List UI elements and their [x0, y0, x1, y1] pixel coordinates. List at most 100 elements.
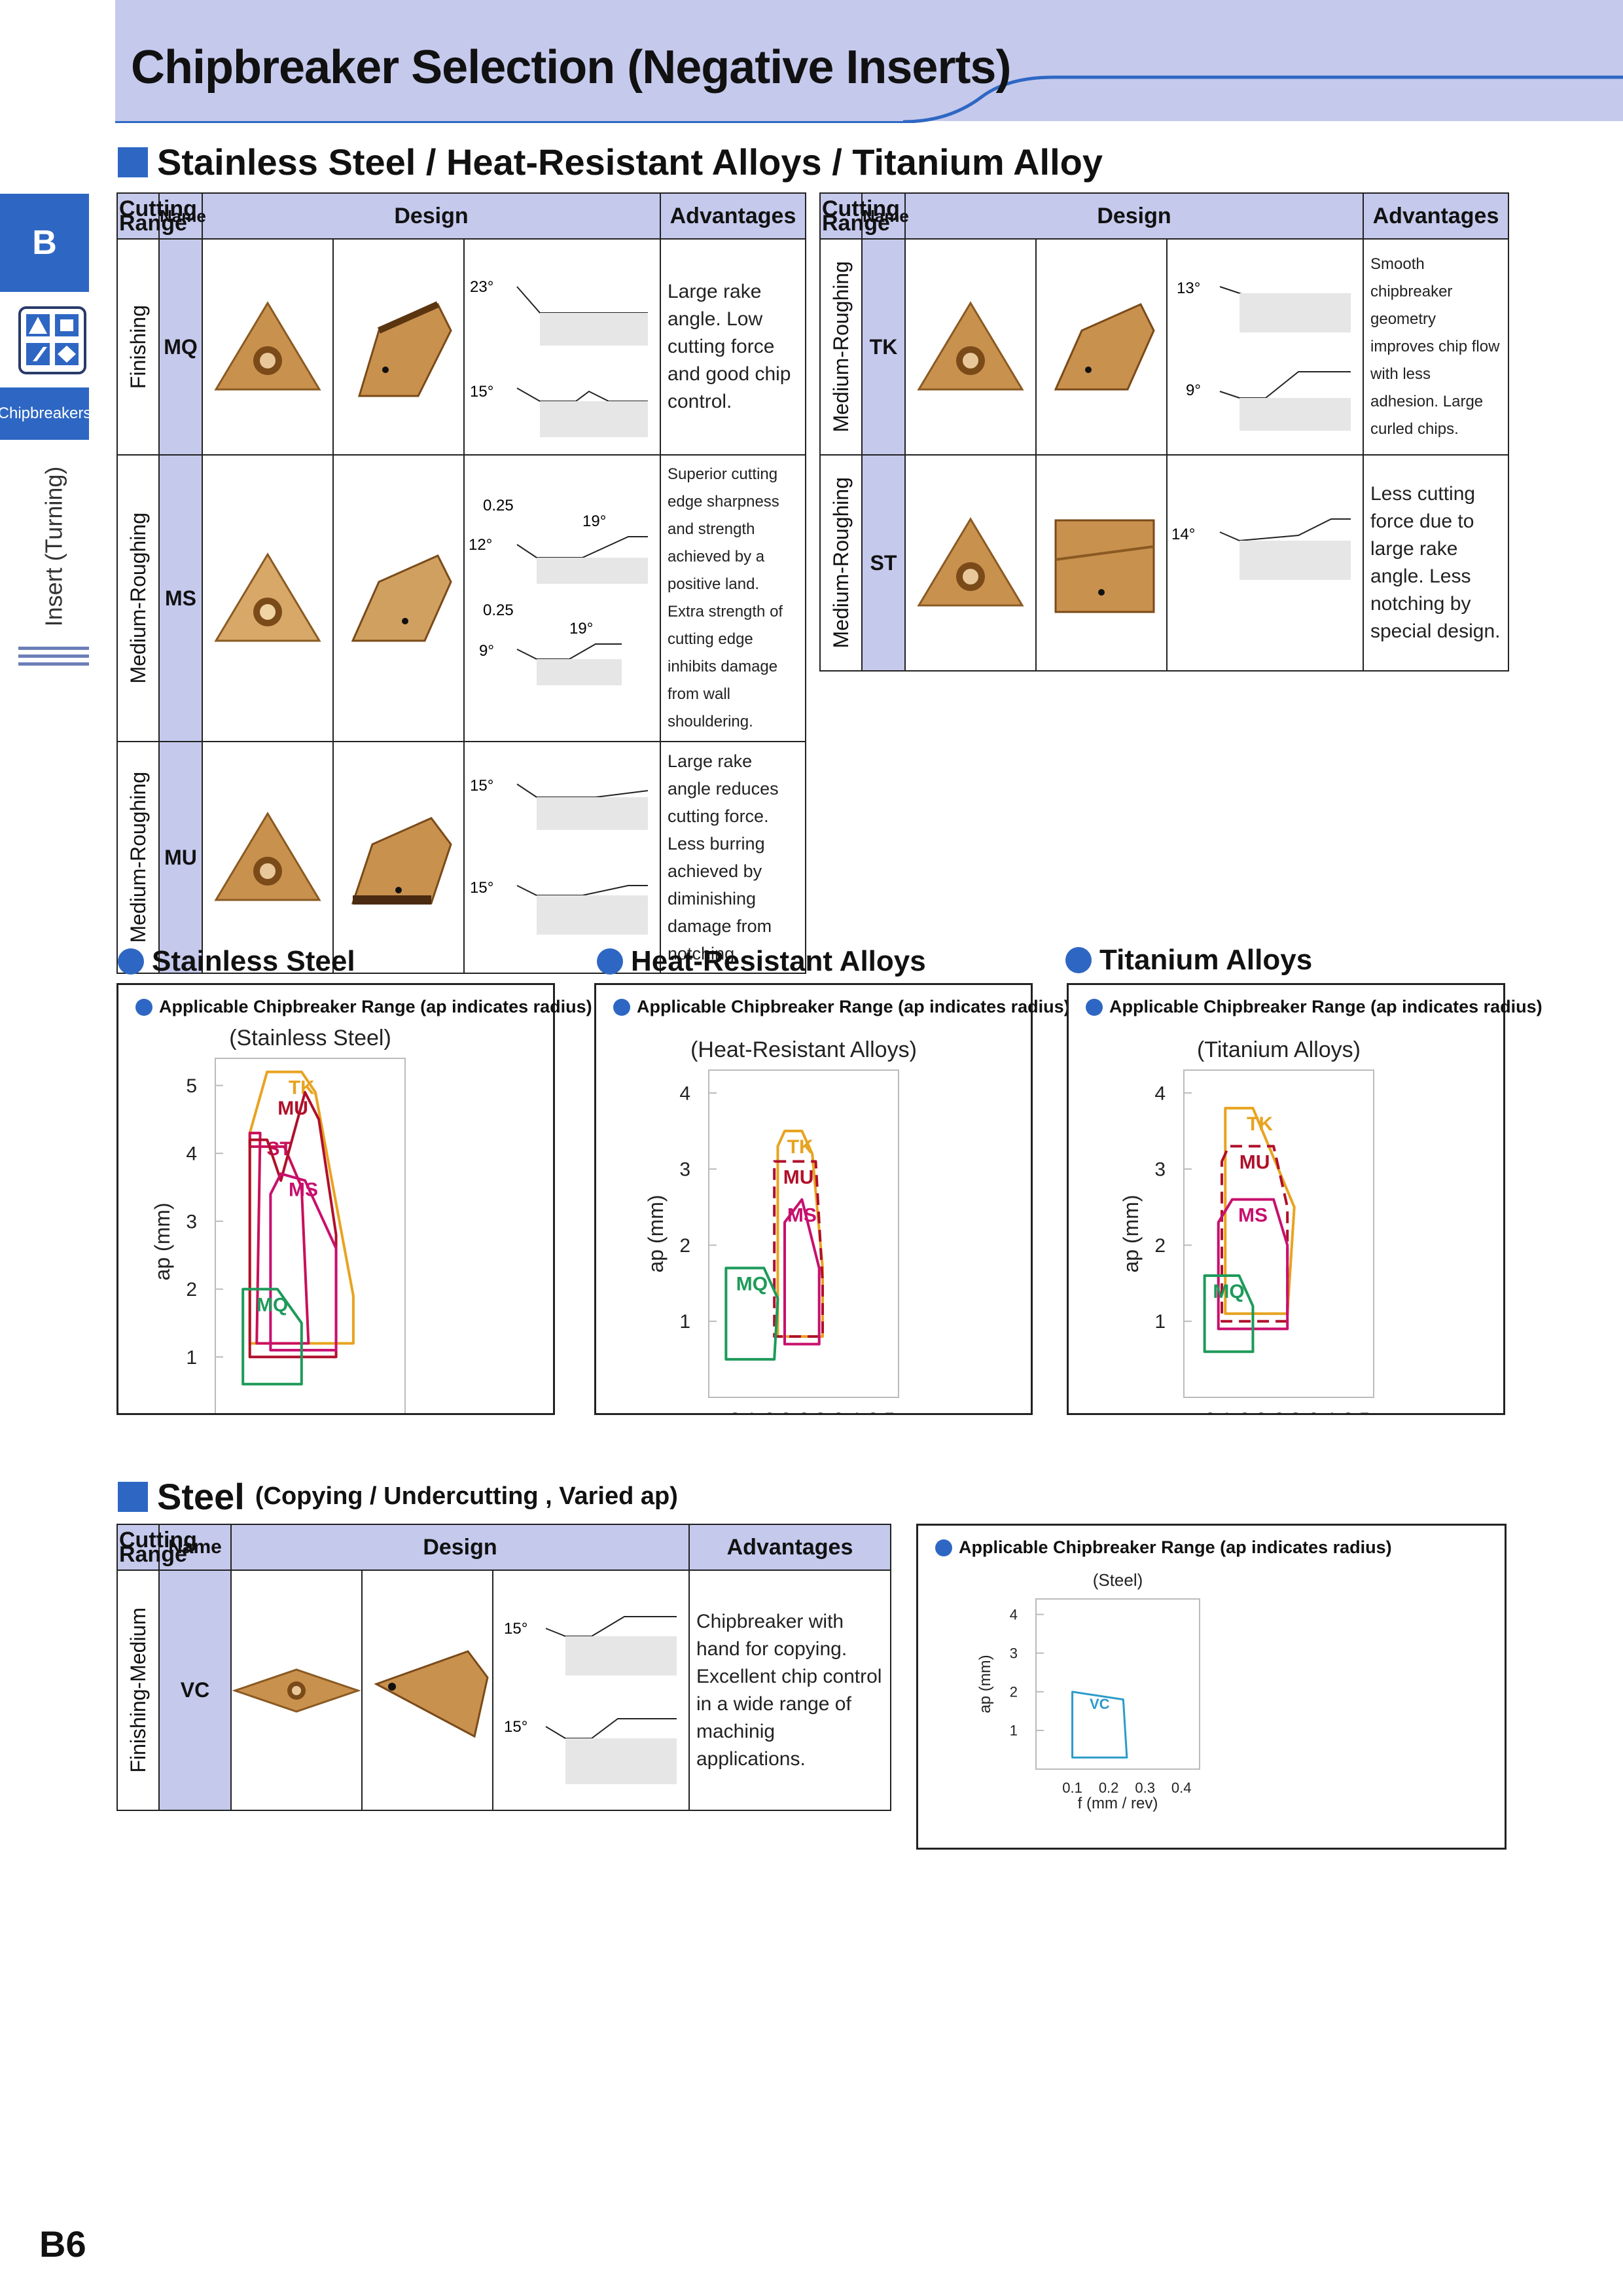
chipbreaker-table-steel: Cutting Range Name Design Advantages Fini…: [116, 1524, 891, 1811]
series-label-tk: TK: [1247, 1113, 1273, 1135]
edge-profile-diagram: 14°: [1166, 454, 1364, 672]
x-tick-label: 0.2: [1099, 1780, 1119, 1796]
svg-text:15°: 15°: [504, 1718, 527, 1736]
svg-text:15°: 15°: [470, 879, 493, 897]
x-tick-label: 0.1: [730, 1409, 757, 1413]
chart-stainless-steel: (Stainless Steel)123450.10.20.30.40.5f (…: [151, 1026, 406, 1479]
design-header: Design: [202, 192, 661, 240]
range-outline-st: [248, 1132, 310, 1345]
chart-panel-heat: Applicable Chipbreaker Range (ap indicat…: [594, 983, 1070, 1452]
insert-top-image: [904, 454, 1037, 672]
insert-top-image: [202, 454, 334, 742]
range-outline-ms: [1217, 1198, 1289, 1331]
y-tick-label: 3: [1154, 1159, 1166, 1181]
y-tick-label: 4: [1154, 1083, 1166, 1104]
chipbreaker-name: VC: [158, 1570, 232, 1811]
chart-title: (Titanium Alloys): [1197, 1037, 1361, 1062]
series-label-ms: MS: [787, 1205, 817, 1227]
chipbreaker-name: MQ: [158, 238, 203, 456]
chipbreaker-name: ST: [861, 454, 906, 672]
chipbreaker-name: TK: [861, 238, 906, 456]
x-tick-label: 0.4: [833, 1409, 861, 1413]
insert-edge-image: [1035, 454, 1168, 672]
y-tick-label: 2: [1010, 1684, 1018, 1700]
series-label-tk: TK: [289, 1077, 315, 1099]
advantages-text: Smooth chipbreaker geometry improves chi…: [1363, 238, 1509, 456]
section-heading: Stainless Steel / Heat-Resistant Alloys …: [118, 141, 1103, 183]
svg-text:19°: 19°: [582, 512, 606, 530]
range-cell: Medium-Roughing: [819, 454, 863, 672]
x-tick-label: 0.4: [1171, 1780, 1192, 1796]
header-curve: [903, 75, 1623, 123]
x-tick-label: 0.4: [1308, 1409, 1336, 1413]
x-tick-label: 0.3: [798, 1409, 826, 1413]
x-tick-label: 0.2: [1240, 1409, 1267, 1413]
x-tick-label: 0.1: [1205, 1409, 1232, 1413]
series-label-mu: MU: [783, 1167, 814, 1189]
series-label-vc: VC: [1090, 1696, 1110, 1712]
insert-shapes-icon: [18, 306, 86, 374]
chart-heat-resistant: (Heat-Resistant Alloys) 1 2 3 4 0.1 0.2 0.3 0.4 0…: [644, 1037, 917, 1452]
y-tick-label: 3: [1010, 1645, 1018, 1661]
range-cell: Medium-Roughing: [116, 741, 160, 974]
chipbreaker-name: MU: [158, 741, 203, 974]
svg-text:19°: 19°: [569, 620, 593, 637]
svg-text:0.25: 0.25: [483, 601, 514, 619]
y-tick-label: 2: [186, 1279, 197, 1300]
advantages-text: Chipbreaker with hand for copying. Excel…: [688, 1570, 891, 1811]
insert-edge-image: [1035, 238, 1168, 456]
section-heading: Steel (Copying / Undercutting , Varied ap…: [118, 1475, 678, 1518]
svg-text:15°: 15°: [470, 777, 493, 795]
chart-panel-titanium: Applicable Chipbreaker Range (ap indicat…: [1067, 983, 1543, 1452]
advantages-text: Superior cutting edge sharpness and stre…: [660, 454, 806, 742]
advantages-text: Large rake angle. Low cutting force and …: [660, 238, 806, 456]
insert-edge-image: [332, 741, 465, 974]
plot-frame: [1035, 1598, 1200, 1770]
y-tick-label: 2: [1154, 1235, 1166, 1257]
range-outline-ms: [783, 1198, 821, 1346]
page-header-band: [115, 0, 1623, 121]
chart-panel-steel: Applicable Chipbreaker Range (ap indicat…: [916, 1524, 1507, 1850]
cutting-range-header: Cutting Range: [116, 192, 197, 240]
section-letter-tab[interactable]: B: [0, 194, 89, 292]
svg-text:13°: 13°: [1177, 279, 1200, 297]
side-divider: [18, 655, 89, 658]
chart-panel-stainless: Applicable Chipbreaker Range (ap indicat…: [116, 983, 592, 1479]
insert-top-image: [904, 238, 1037, 456]
chipbreaker-table-left: Cutting Range Name Design Advantages Fini…: [116, 192, 806, 974]
range-outline-mq: [1203, 1274, 1255, 1354]
range-outline-mu: [1221, 1145, 1289, 1323]
chart-title: (Stainless Steel): [229, 1026, 391, 1050]
insert-edge-image: [332, 454, 465, 742]
chipbreaker-name: MS: [158, 454, 203, 742]
y-axis-label: ap (mm): [1119, 1194, 1143, 1272]
chipbreakers-tab[interactable]: Chipbreakers: [0, 387, 91, 440]
edge-profile-diagram: 15° 15°: [463, 741, 661, 974]
range-cell: Finishing: [116, 238, 160, 456]
series-label-ms: MS: [1238, 1205, 1268, 1227]
y-tick-label: 4: [1010, 1606, 1018, 1623]
advantages-header: Advantages: [660, 192, 806, 240]
chipbreaker-table-right: Cutting Range Name Design Advantages Medi…: [819, 192, 1509, 672]
range-outline-mq: [241, 1287, 303, 1386]
advantages-text: Large rake angle reduces cutting force. …: [660, 741, 806, 974]
chart-group-heading: Heat-Resistant Alloys: [597, 945, 926, 978]
svg-text:9°: 9°: [1186, 382, 1201, 399]
chart-group-heading: Titanium Alloys: [1065, 944, 1312, 977]
x-tick-label: 0.1: [1062, 1780, 1082, 1796]
y-tick-label: 5: [186, 1075, 197, 1097]
svg-text:0.25: 0.25: [483, 497, 514, 514]
plot-frame: [1183, 1069, 1374, 1398]
edge-profile-diagram: 15° 15°: [492, 1570, 690, 1811]
y-axis-label: ap (mm): [976, 1655, 994, 1713]
y-tick-label: 3: [679, 1159, 690, 1181]
insert-top-image: [202, 741, 334, 974]
page-number: B6: [39, 2223, 86, 2265]
range-outline-ms: [269, 1172, 338, 1352]
range-outline-vc: [1071, 1691, 1128, 1759]
category-label: Insert (Turning): [40, 466, 67, 627]
insert-edge-image: [332, 238, 465, 456]
y-axis-label: ap (mm): [644, 1194, 668, 1272]
x-tick-label: 0.3: [1135, 1780, 1155, 1796]
series-label-mq: MQ: [1213, 1281, 1244, 1302]
